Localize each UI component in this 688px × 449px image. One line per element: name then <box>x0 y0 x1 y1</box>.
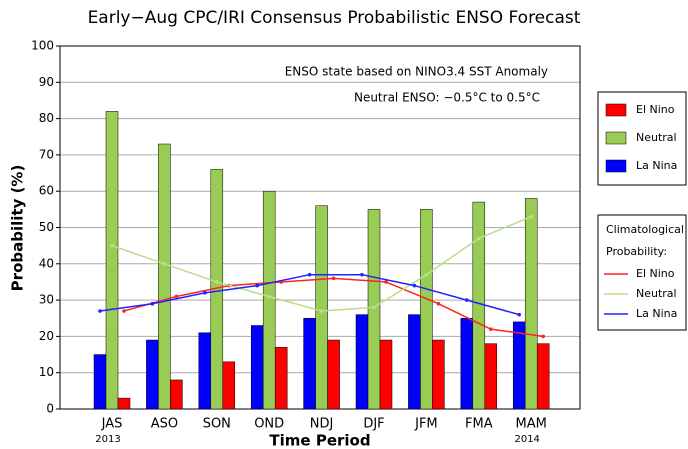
bar <box>105 111 119 410</box>
climatology-point <box>174 294 179 299</box>
bar <box>274 347 288 410</box>
climatology-point <box>267 294 272 299</box>
climatology-point <box>319 309 324 313</box>
legend-label: Neutral <box>636 287 677 300</box>
legend-label: El Nino <box>636 267 675 280</box>
climatology-point <box>489 327 493 331</box>
climatology-point <box>215 280 219 284</box>
bar <box>512 321 526 410</box>
x-tick-label: OND <box>254 417 284 432</box>
x-tick-label: DJF <box>363 417 384 432</box>
bar <box>524 198 538 410</box>
x-tick-label: JFM <box>414 417 438 432</box>
chart-title: Early−Aug CPC/IRI Consensus Probabilisti… <box>88 8 581 28</box>
y-tick-label: 40 <box>39 256 54 270</box>
bar <box>170 379 183 410</box>
legend-label: La Nina <box>636 159 677 172</box>
annotation: ENSO state based on NINO3.4 SST Anomaly <box>285 65 548 79</box>
y-tick-label: 50 <box>39 220 54 234</box>
bar <box>146 339 159 410</box>
climatology-point <box>122 309 126 313</box>
bar <box>472 201 486 410</box>
bar <box>93 354 107 410</box>
climatology-point <box>517 312 521 317</box>
bar <box>262 190 276 410</box>
climatology-point <box>541 334 545 339</box>
bar <box>117 397 131 410</box>
bar <box>408 314 421 410</box>
bar <box>536 343 550 410</box>
y-tick-label: 100 <box>31 39 54 53</box>
y-tick-label: 0 <box>46 402 54 416</box>
climatology-point <box>203 291 207 295</box>
bar <box>355 314 369 410</box>
bar <box>222 361 236 410</box>
x-tick-sublabel: 2014 <box>514 434 539 445</box>
bar <box>303 318 316 410</box>
y-axis-label: Probability (%) <box>9 165 27 292</box>
climatology-point <box>307 272 312 277</box>
climatology-point <box>436 301 441 306</box>
legend-swatch <box>605 131 627 145</box>
bar <box>198 332 212 410</box>
x-tick-label: JAS <box>101 417 123 432</box>
legend-label: El Nino <box>636 103 675 116</box>
bar <box>460 318 474 410</box>
y-tick-label: 30 <box>39 293 54 307</box>
bar <box>315 205 328 410</box>
climatology-point <box>465 298 469 302</box>
annotation: Neutral ENSO: −0.5°C to 0.5°C <box>354 91 540 105</box>
bar <box>250 325 264 410</box>
bar <box>484 343 498 410</box>
x-tick-label: MAM <box>516 417 547 432</box>
y-tick-label: 60 <box>39 184 54 198</box>
x-tick-label: SON <box>203 417 231 432</box>
climatology-point <box>384 280 388 284</box>
climatology-point <box>477 236 481 241</box>
legend-title: Climatological <box>606 223 684 236</box>
legend-swatch <box>605 159 627 173</box>
legend-title: Probability: <box>606 245 667 258</box>
climatology-point <box>412 283 417 288</box>
legend-swatch <box>605 103 627 117</box>
legend-label: La Nina <box>636 307 677 320</box>
climatology-point <box>372 305 376 310</box>
climatology-point <box>162 262 167 266</box>
climatology-point <box>424 272 429 277</box>
bar <box>367 209 381 410</box>
x-axis-label: Time Period <box>269 432 370 449</box>
climatology-point <box>360 272 364 277</box>
x-tick-label: ASO <box>151 417 178 432</box>
bar <box>158 143 171 410</box>
x-tick-sublabel: 2013 <box>95 434 120 445</box>
y-tick-label: 80 <box>39 111 54 125</box>
y-tick-label: 70 <box>39 147 54 161</box>
climatology-point <box>255 283 259 288</box>
bar <box>432 339 445 410</box>
legend-box <box>597 214 687 331</box>
bar <box>379 339 393 410</box>
legend-label: Neutral <box>636 131 677 144</box>
y-tick-label: 10 <box>39 365 54 379</box>
x-tick-label: FMA <box>465 417 493 432</box>
y-tick-label: 90 <box>39 75 54 89</box>
x-tick-label: NDJ <box>310 417 334 432</box>
climatology-point <box>110 243 114 248</box>
climatology-point <box>529 214 533 219</box>
climatology-point <box>150 301 155 306</box>
y-tick-label: 20 <box>39 329 54 343</box>
bar <box>420 209 433 410</box>
bar <box>327 339 340 410</box>
climatology-point <box>98 309 102 313</box>
climatology-point <box>331 276 336 281</box>
